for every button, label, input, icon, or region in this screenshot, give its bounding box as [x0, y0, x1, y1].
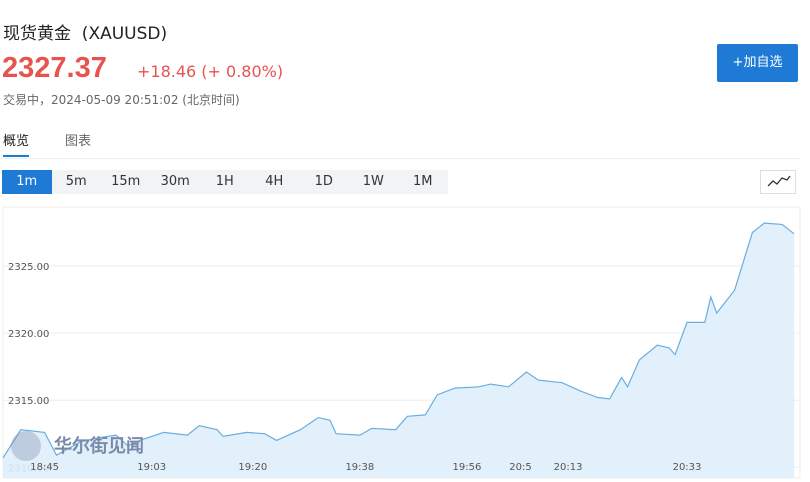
interval-button[interactable]: 1H — [215, 174, 234, 189]
interval-button[interactable]: 5m — [65, 174, 87, 189]
line — [2, 222, 795, 459]
tab[interactable]: 概览 — [3, 130, 30, 157]
x-tick-label: 19:20 — [238, 462, 267, 473]
x-tick-label: 19:38 — [345, 462, 374, 473]
watermark — [11, 431, 41, 461]
add-watchlist-button[interactable]: +加自选 — [717, 44, 798, 82]
interval-button[interactable]: 1D — [314, 174, 333, 189]
chart-icon — [767, 175, 791, 187]
chart-type-button[interactable] — [760, 170, 796, 194]
watermark-logo — [11, 431, 41, 461]
x-tick-label: 18:45 — [30, 462, 59, 473]
tab[interactable]: 图表 — [65, 134, 92, 149]
interval-button[interactable]: 15m — [111, 174, 141, 189]
x-tick-label: 20:5 — [509, 462, 531, 473]
interval-button[interactable]: 4H — [265, 174, 284, 189]
interval-button[interactable]: 1M — [413, 174, 433, 189]
tabs: 概览 图表 — [3, 130, 91, 157]
x-tick-label: 20:13 — [554, 462, 583, 473]
change: +18.46 (+ 0.80%) — [137, 62, 284, 81]
interval-button[interactable]: 1m — [2, 170, 52, 194]
status: 交易中，2024-05-09 20:51:02 (北京时间) — [3, 93, 240, 107]
interval-button[interactable]: 30m — [160, 174, 190, 189]
x-tick-label: 19:03 — [137, 462, 166, 473]
watermark-text: 华尔街见闻 — [54, 435, 144, 457]
interval-bar: 1m 5m 15m 30m 1H 4H 1D 1W 1M — [2, 170, 448, 194]
tab-divider — [0, 158, 800, 159]
y-tick-label: 2315.00 — [8, 396, 49, 407]
x-tick-label: 20:33 — [673, 462, 702, 473]
y-tick-label: 2325.00 — [8, 262, 49, 273]
x-tick-label: 19:56 — [453, 462, 482, 473]
title: 现货黄金 (XAUUSD) — [3, 24, 168, 44]
y-tick-label: 2320.00 — [8, 329, 49, 340]
area — [3, 223, 795, 478]
price: 2327.37 — [2, 52, 107, 84]
interval-button[interactable]: 1W — [362, 174, 384, 189]
